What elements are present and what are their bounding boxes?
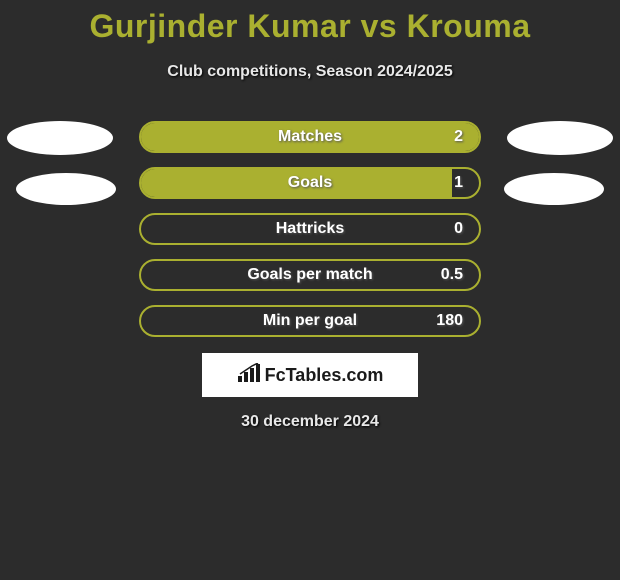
footer-date: 30 december 2024 <box>0 413 620 431</box>
stat-value: 0 <box>454 220 463 238</box>
avatar-left-2 <box>16 173 116 205</box>
brand-text: FcTables.com <box>265 365 384 386</box>
page-subtitle: Club competitions, Season 2024/2025 <box>0 63 620 81</box>
stat-label: Goals <box>141 174 479 192</box>
stat-row: Goals per match0.5 <box>139 259 481 291</box>
page-title: Gurjinder Kumar vs Krouma <box>0 0 620 45</box>
stat-label: Matches <box>141 128 479 146</box>
stat-value: 1 <box>454 174 463 192</box>
stat-value: 0.5 <box>441 266 463 284</box>
stats-container: Matches2Goals1Hattricks0Goals per match0… <box>0 121 620 337</box>
brand-box[interactable]: FcTables.com <box>202 353 418 397</box>
stat-row: Goals1 <box>139 167 481 199</box>
stat-row: Hattricks0 <box>139 213 481 245</box>
stat-value: 2 <box>454 128 463 146</box>
avatar-left-1 <box>7 121 113 155</box>
chart-icon <box>237 363 261 388</box>
stat-row: Matches2 <box>139 121 481 153</box>
stats-area: Matches2Goals1Hattricks0Goals per match0… <box>0 121 620 337</box>
stat-label: Min per goal <box>141 312 479 330</box>
stat-value: 180 <box>436 312 463 330</box>
stat-label: Hattricks <box>141 220 479 238</box>
avatar-right-1 <box>507 121 613 155</box>
stat-label: Goals per match <box>141 266 479 284</box>
stat-row: Min per goal180 <box>139 305 481 337</box>
avatar-right-2 <box>504 173 604 205</box>
